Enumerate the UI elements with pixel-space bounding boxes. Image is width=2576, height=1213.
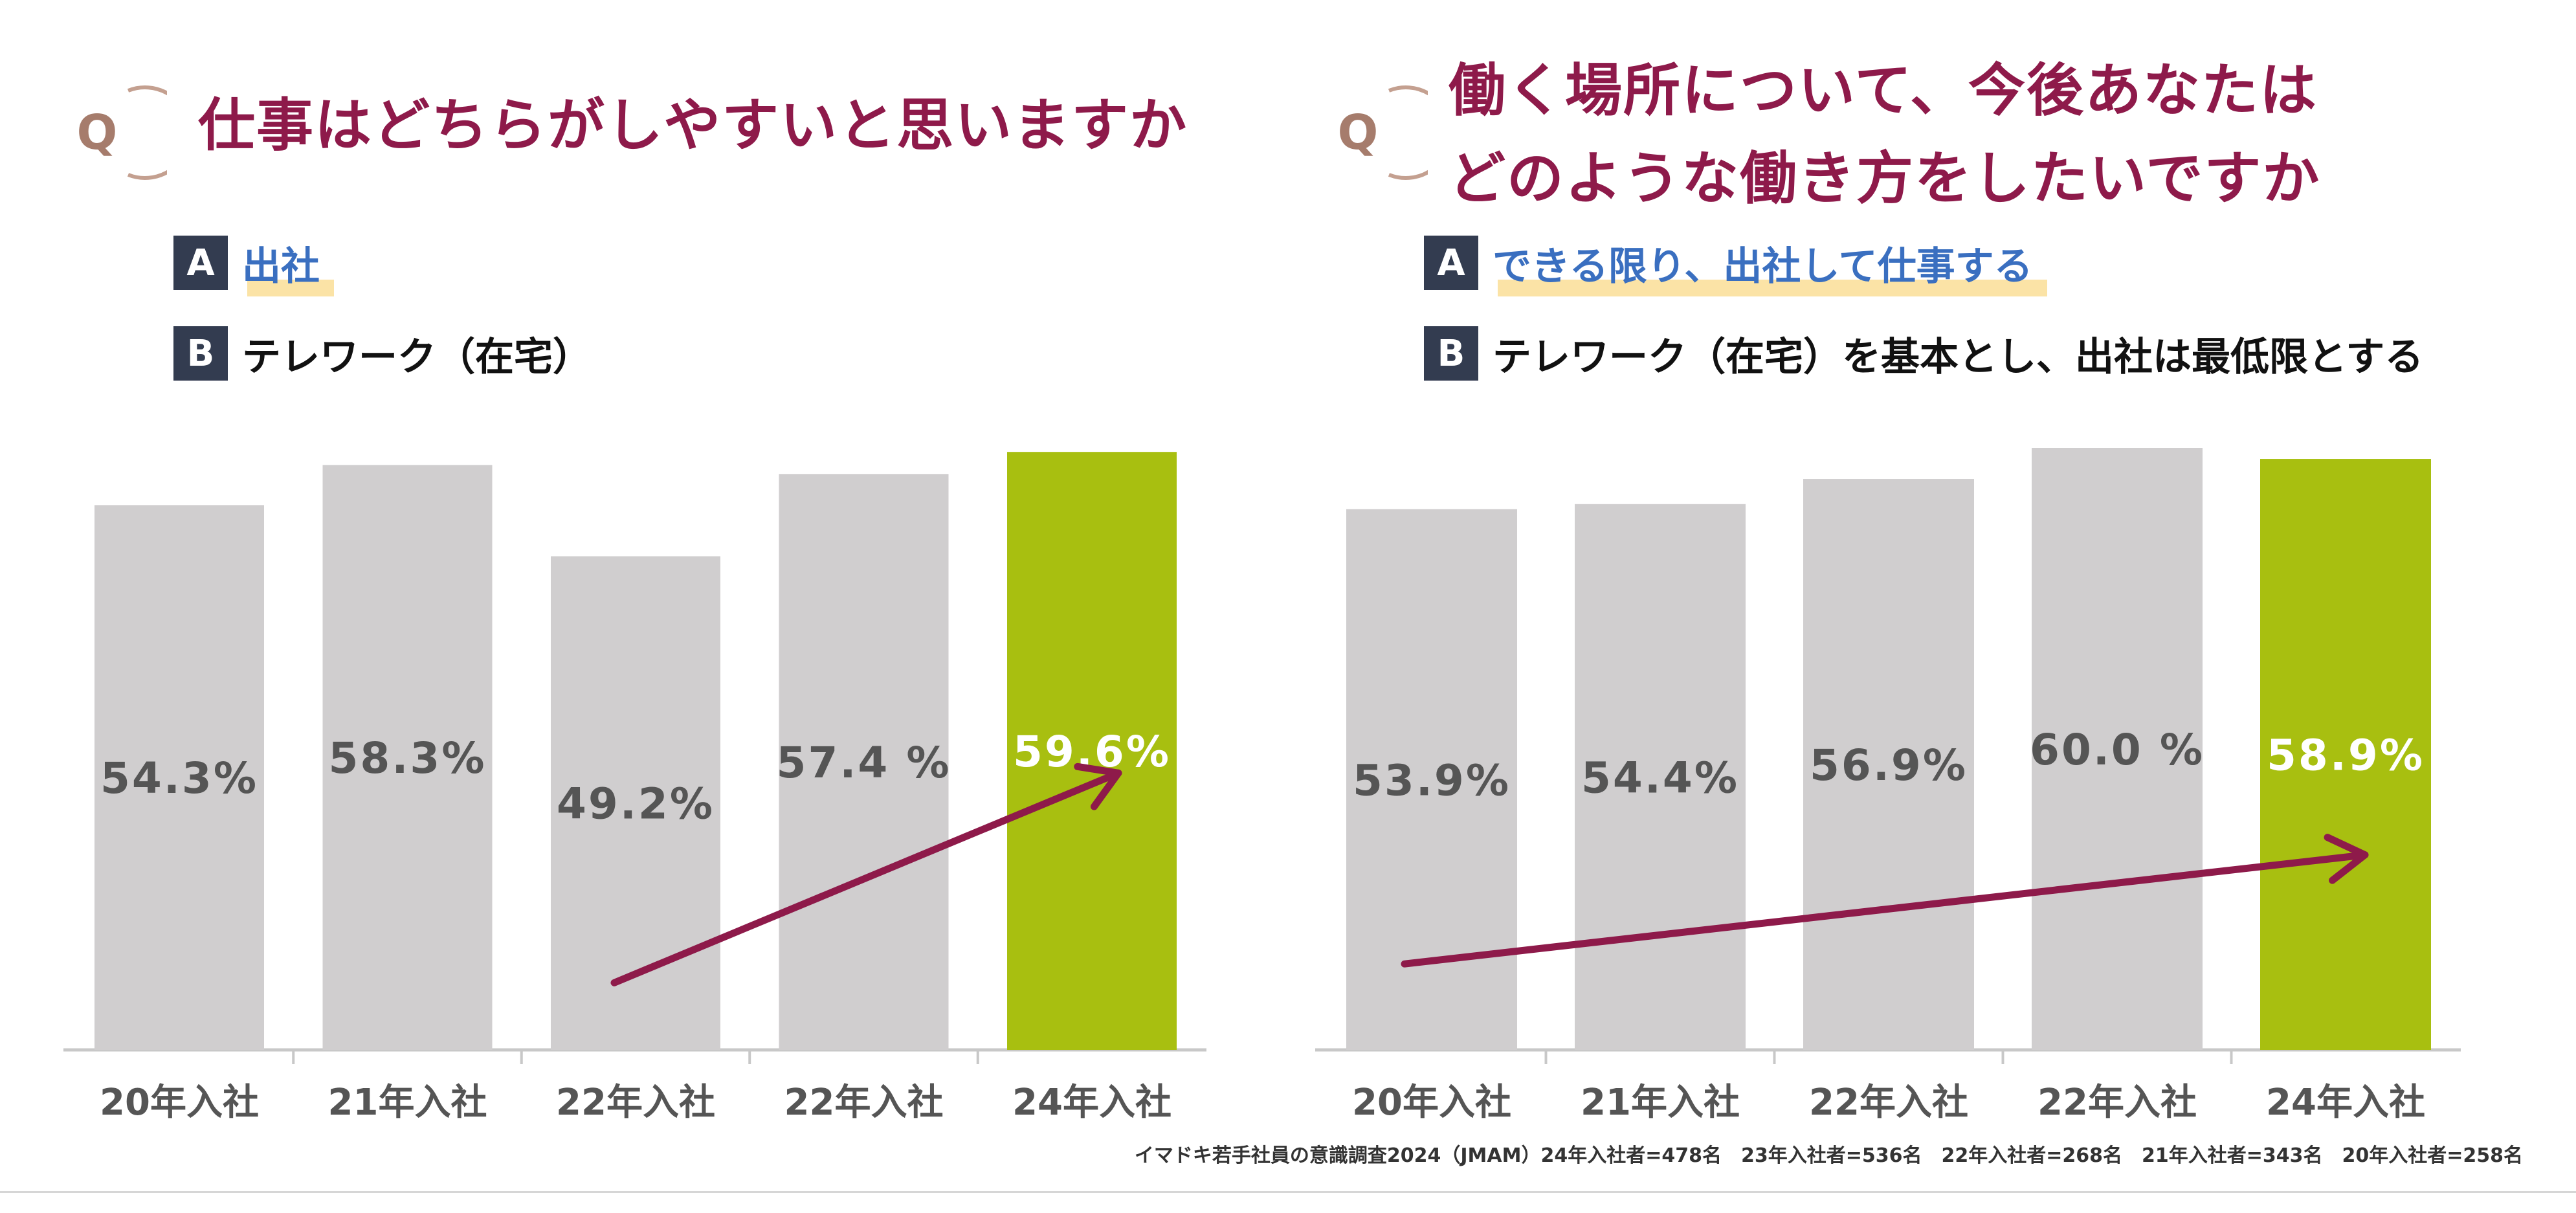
category-label-4: 22年入社 <box>784 1082 944 1124</box>
question-title: 働く場所について、今後あなたは どのような働き方をしたいですか <box>1449 57 2321 212</box>
bar-4 <box>779 474 949 1050</box>
category-label-1: 20年入社 <box>1352 1082 1511 1124</box>
data-label-5: 58.9% <box>2267 731 2425 781</box>
category-label-5: 24年入社 <box>2266 1082 2425 1124</box>
category-label-2: 21年入社 <box>328 1082 487 1124</box>
bar-3 <box>551 556 720 1050</box>
trend-arrow-icon <box>1401 834 2369 968</box>
svg-text:Q: Q <box>1338 105 1379 161</box>
option-badge-b: B <box>1424 326 1478 381</box>
data-label-2: 54.4% <box>1581 753 1739 803</box>
svg-text:Q: Q <box>77 105 118 161</box>
option-b: B テレワーク（在宅） <box>173 322 592 384</box>
bar-5 <box>2260 459 2431 1050</box>
question-title: 仕事はどちらがしやすいと思いますか <box>198 92 1188 159</box>
data-label-4: 57.4 % <box>777 738 951 788</box>
bar-4 <box>2032 448 2203 1050</box>
data-label-1: 53.9% <box>1353 755 1511 805</box>
bar-5 <box>1007 452 1177 1050</box>
category-label-3: 22年入社 <box>1809 1082 1968 1124</box>
panel-left: Q 仕事はどちらがしやすいと思いますか A 出社 B テレワーク（在宅） 54.… <box>0 0 1269 1213</box>
bar-chart-right: 53.9% 20年入社 54.4% 21年入社 56.9% 22年入社 60.0 % 22年入… <box>1315 448 2461 1124</box>
bar-2 <box>322 465 493 1050</box>
data-label-3: 49.2% <box>557 779 715 829</box>
footer-divider <box>0 1191 2576 1193</box>
data-label-4: 60.0 % <box>2030 725 2204 775</box>
bar-chart-left: 54.3% 20年入社 58.3% 21年入社 49.2% 22年入社 57.4 % 22年入… <box>63 452 1206 1124</box>
option-b: B テレワーク（在宅）を基本とし、出社は最低限とする <box>1424 322 2423 384</box>
option-text-b: テレワーク（在宅） <box>242 334 592 380</box>
panel-right: Q 働く場所について、今後あなたは どのような働き方をしたいですか A できる限… <box>1269 0 2576 1213</box>
q-circle-icon: Q <box>57 84 167 181</box>
bar-2 <box>1575 504 1746 1050</box>
trend-arrow-icon <box>610 762 1122 986</box>
bar-1 <box>94 505 264 1050</box>
data-label-1: 54.3% <box>100 753 258 803</box>
data-label-3: 56.9% <box>1810 740 1968 790</box>
option-badge-a: A <box>1424 236 1478 290</box>
option-badge-b: B <box>173 326 228 381</box>
category-label-4: 22年入社 <box>2037 1082 2197 1124</box>
q-circle-icon: Q <box>1318 84 1428 181</box>
option-a: A できる限り、出社して仕事する <box>1424 232 2047 296</box>
option-text-b: テレワーク（在宅）を基本とし、出社は最低限とする <box>1493 334 2424 380</box>
bar-3 <box>1803 479 1974 1050</box>
category-label-2: 21年入社 <box>1581 1082 1740 1124</box>
data-label-2: 58.3% <box>329 733 487 783</box>
category-label-5: 24年入社 <box>1012 1082 1171 1124</box>
option-a: A 出社 <box>173 232 334 296</box>
category-label-3: 22年入社 <box>556 1082 715 1124</box>
option-badge-a: A <box>173 236 228 290</box>
category-label-1: 20年入社 <box>100 1082 259 1124</box>
source-note: イマドキ若手社員の意識調査2024（JMAM）24年入社者=478名 23年入社… <box>1134 1144 2523 1167</box>
